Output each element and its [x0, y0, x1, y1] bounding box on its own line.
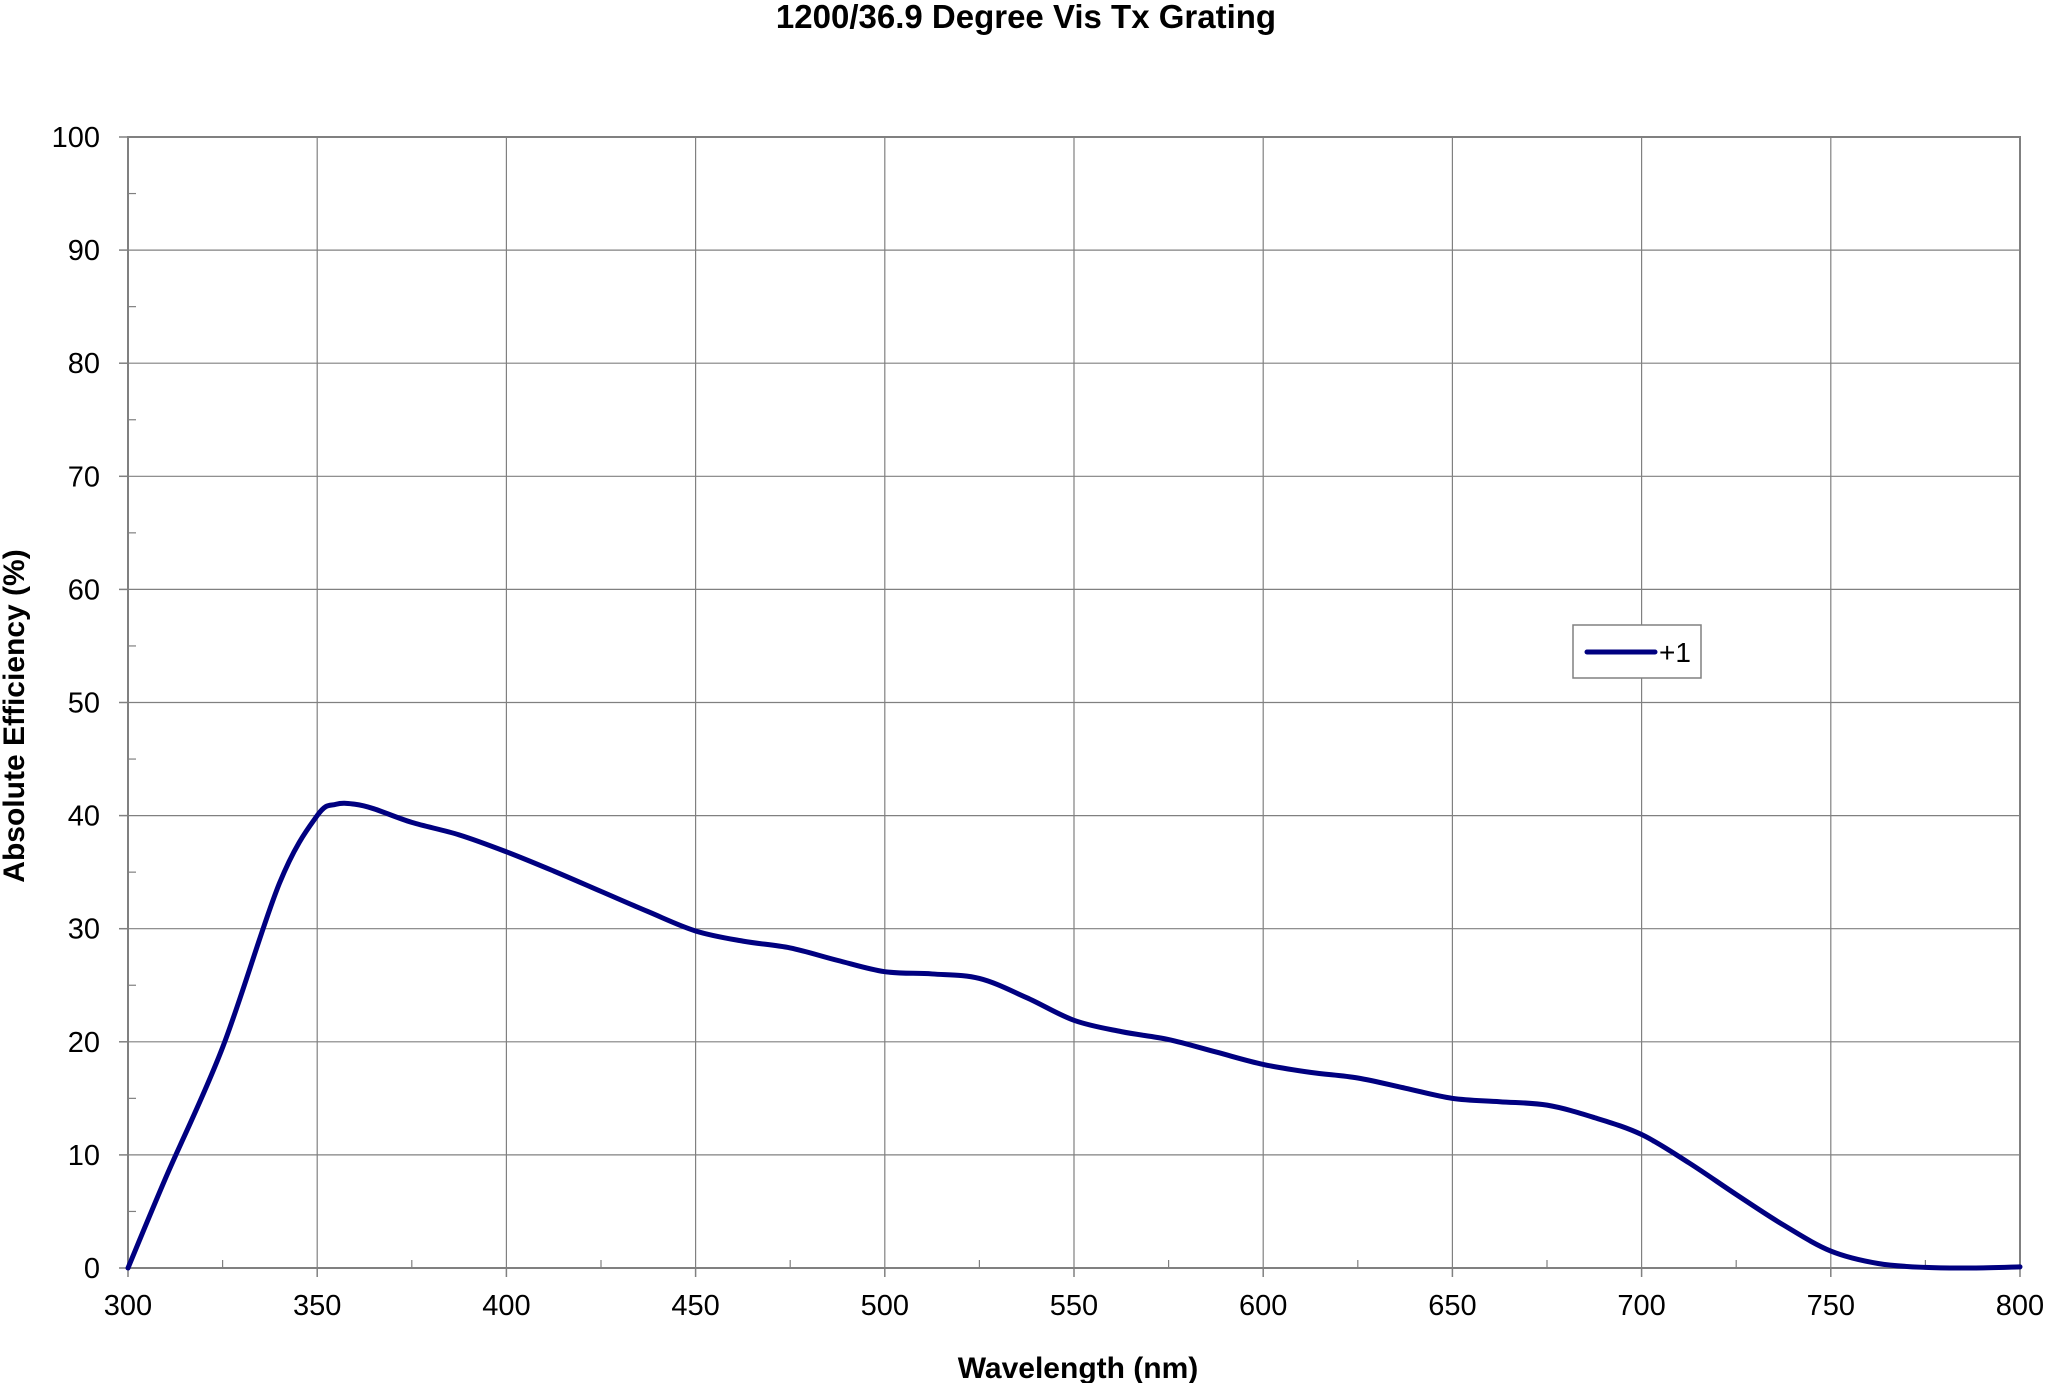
y-tick-labels: 0 10 20 30 40 50 60 70 80 90 100	[52, 122, 100, 1285]
y-tick-label: 40	[68, 801, 100, 833]
x-tick-label: 500	[861, 1290, 909, 1322]
x-tick-label: 300	[104, 1290, 152, 1322]
x-tick-labels: 300 350 400 450 500 550 600 650 700 750 800	[104, 1290, 2044, 1322]
series-group	[125, 800, 2023, 1271]
x-tick-label: 600	[1239, 1290, 1287, 1322]
x-tick-label: 450	[671, 1290, 719, 1322]
x-tick-label: 700	[1617, 1290, 1665, 1322]
x-tick-label: 750	[1807, 1290, 1855, 1322]
legend-label-series-plus1: +1	[1659, 637, 1691, 668]
x-axis-label: Wavelength (nm)	[958, 1352, 1199, 1383]
y-tick-label: 0	[84, 1253, 100, 1285]
legend: +1	[1572, 624, 1702, 679]
grid-lines	[128, 137, 2020, 1268]
y-tick-label: 10	[68, 1140, 100, 1172]
x-tick-label: 400	[482, 1290, 530, 1322]
series-line-0	[125, 800, 2023, 1271]
y-tick-label: 20	[68, 1027, 100, 1059]
minor-ticks	[119, 136, 2021, 1277]
x-tick-label: 350	[293, 1290, 341, 1322]
x-tick-label: 550	[1050, 1290, 1098, 1322]
y-tick-label: 90	[68, 235, 100, 267]
y-tick-label: 30	[68, 914, 100, 946]
chart-title: 1200/36.9 Degree Vis Tx Grating	[776, 0, 1276, 35]
x-tick-label: 800	[1996, 1290, 2044, 1322]
y-tick-label: 80	[68, 348, 100, 380]
y-tick-label: 60	[68, 574, 100, 606]
y-axis-label: Absolute Efficiency (%)	[0, 549, 31, 882]
y-tick-label: 70	[68, 461, 100, 493]
y-tick-label: 50	[68, 688, 100, 720]
x-tick-label: 650	[1428, 1290, 1476, 1322]
y-tick-label: 100	[52, 122, 100, 154]
